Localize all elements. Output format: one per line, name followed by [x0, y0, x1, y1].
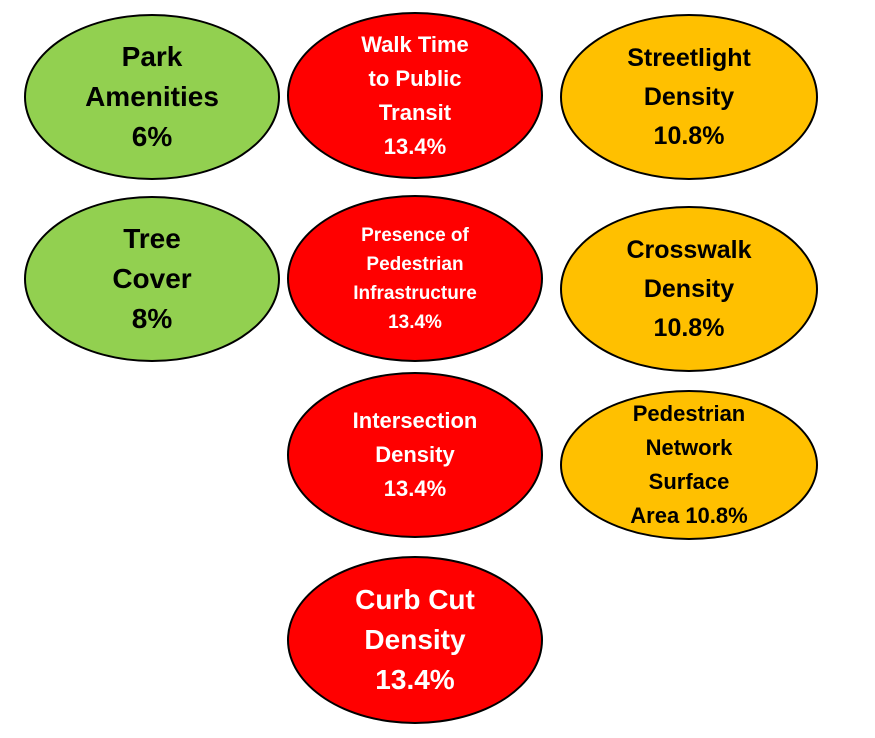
- factor-label: to Public: [368, 65, 462, 91]
- factor-label: Streetlight: [627, 43, 751, 72]
- factor-label: Amenities: [85, 81, 219, 112]
- factor-weight: 13.4%: [375, 664, 455, 695]
- factor-label: Crosswalk: [626, 235, 752, 264]
- factor-weight: Area 10.8%: [630, 503, 748, 528]
- factor-curb-cut-density: Curb Cut Density 13.4%: [287, 556, 543, 724]
- factor-tree-cover: Tree Cover 8%: [24, 196, 280, 362]
- factor-label: Transit: [378, 99, 452, 125]
- factor-weight: 8%: [131, 303, 173, 334]
- factor-label: Presence of: [361, 224, 469, 246]
- factor-weight: 13.4%: [383, 476, 447, 501]
- factor-label: Curb Cut: [355, 584, 475, 615]
- factor-walk-time-to-public-transit: Walk Time to Public Transit 13.4%: [287, 12, 543, 179]
- factor-crosswalk-density: Crosswalk Density 10.8%: [560, 206, 818, 372]
- factor-label: Pedestrian: [632, 401, 746, 426]
- factor-label: Infrastructure: [353, 282, 477, 304]
- factor-streetlight-density: Streetlight Density 10.8%: [560, 14, 818, 180]
- factor-label: Tree: [123, 223, 181, 254]
- factor-label: Network: [645, 435, 733, 460]
- factor-weight: 10.8%: [653, 121, 725, 150]
- factor-label: Walk Time: [361, 31, 469, 57]
- factor-weight: 6%: [131, 121, 173, 152]
- factor-label: Pedestrian: [366, 253, 464, 275]
- factor-weight: 13.4%: [383, 133, 447, 159]
- factor-label: Density: [643, 274, 735, 303]
- factor-weight: 10.8%: [653, 313, 725, 342]
- factor-label: Density: [643, 82, 735, 111]
- factor-weight: 13.4%: [388, 311, 442, 333]
- factor-label: Intersection: [352, 408, 478, 433]
- factor-label: Cover: [112, 263, 192, 294]
- factor-label: Park: [121, 41, 183, 72]
- factor-park-amenities: Park Amenities 6%: [24, 14, 280, 180]
- factor-intersection-density: Intersection Density 13.4%: [287, 372, 543, 538]
- factor-label: Density: [375, 442, 455, 467]
- factor-pedestrian-network-surface-area: Pedestrian Network Surface Area 10.8%: [560, 390, 818, 540]
- factor-label: Surface: [648, 469, 730, 494]
- factor-label: Density: [364, 624, 466, 655]
- factor-presence-of-pedestrian-infrastructure: Presence of Pedestrian Infrastructure 13…: [287, 195, 543, 362]
